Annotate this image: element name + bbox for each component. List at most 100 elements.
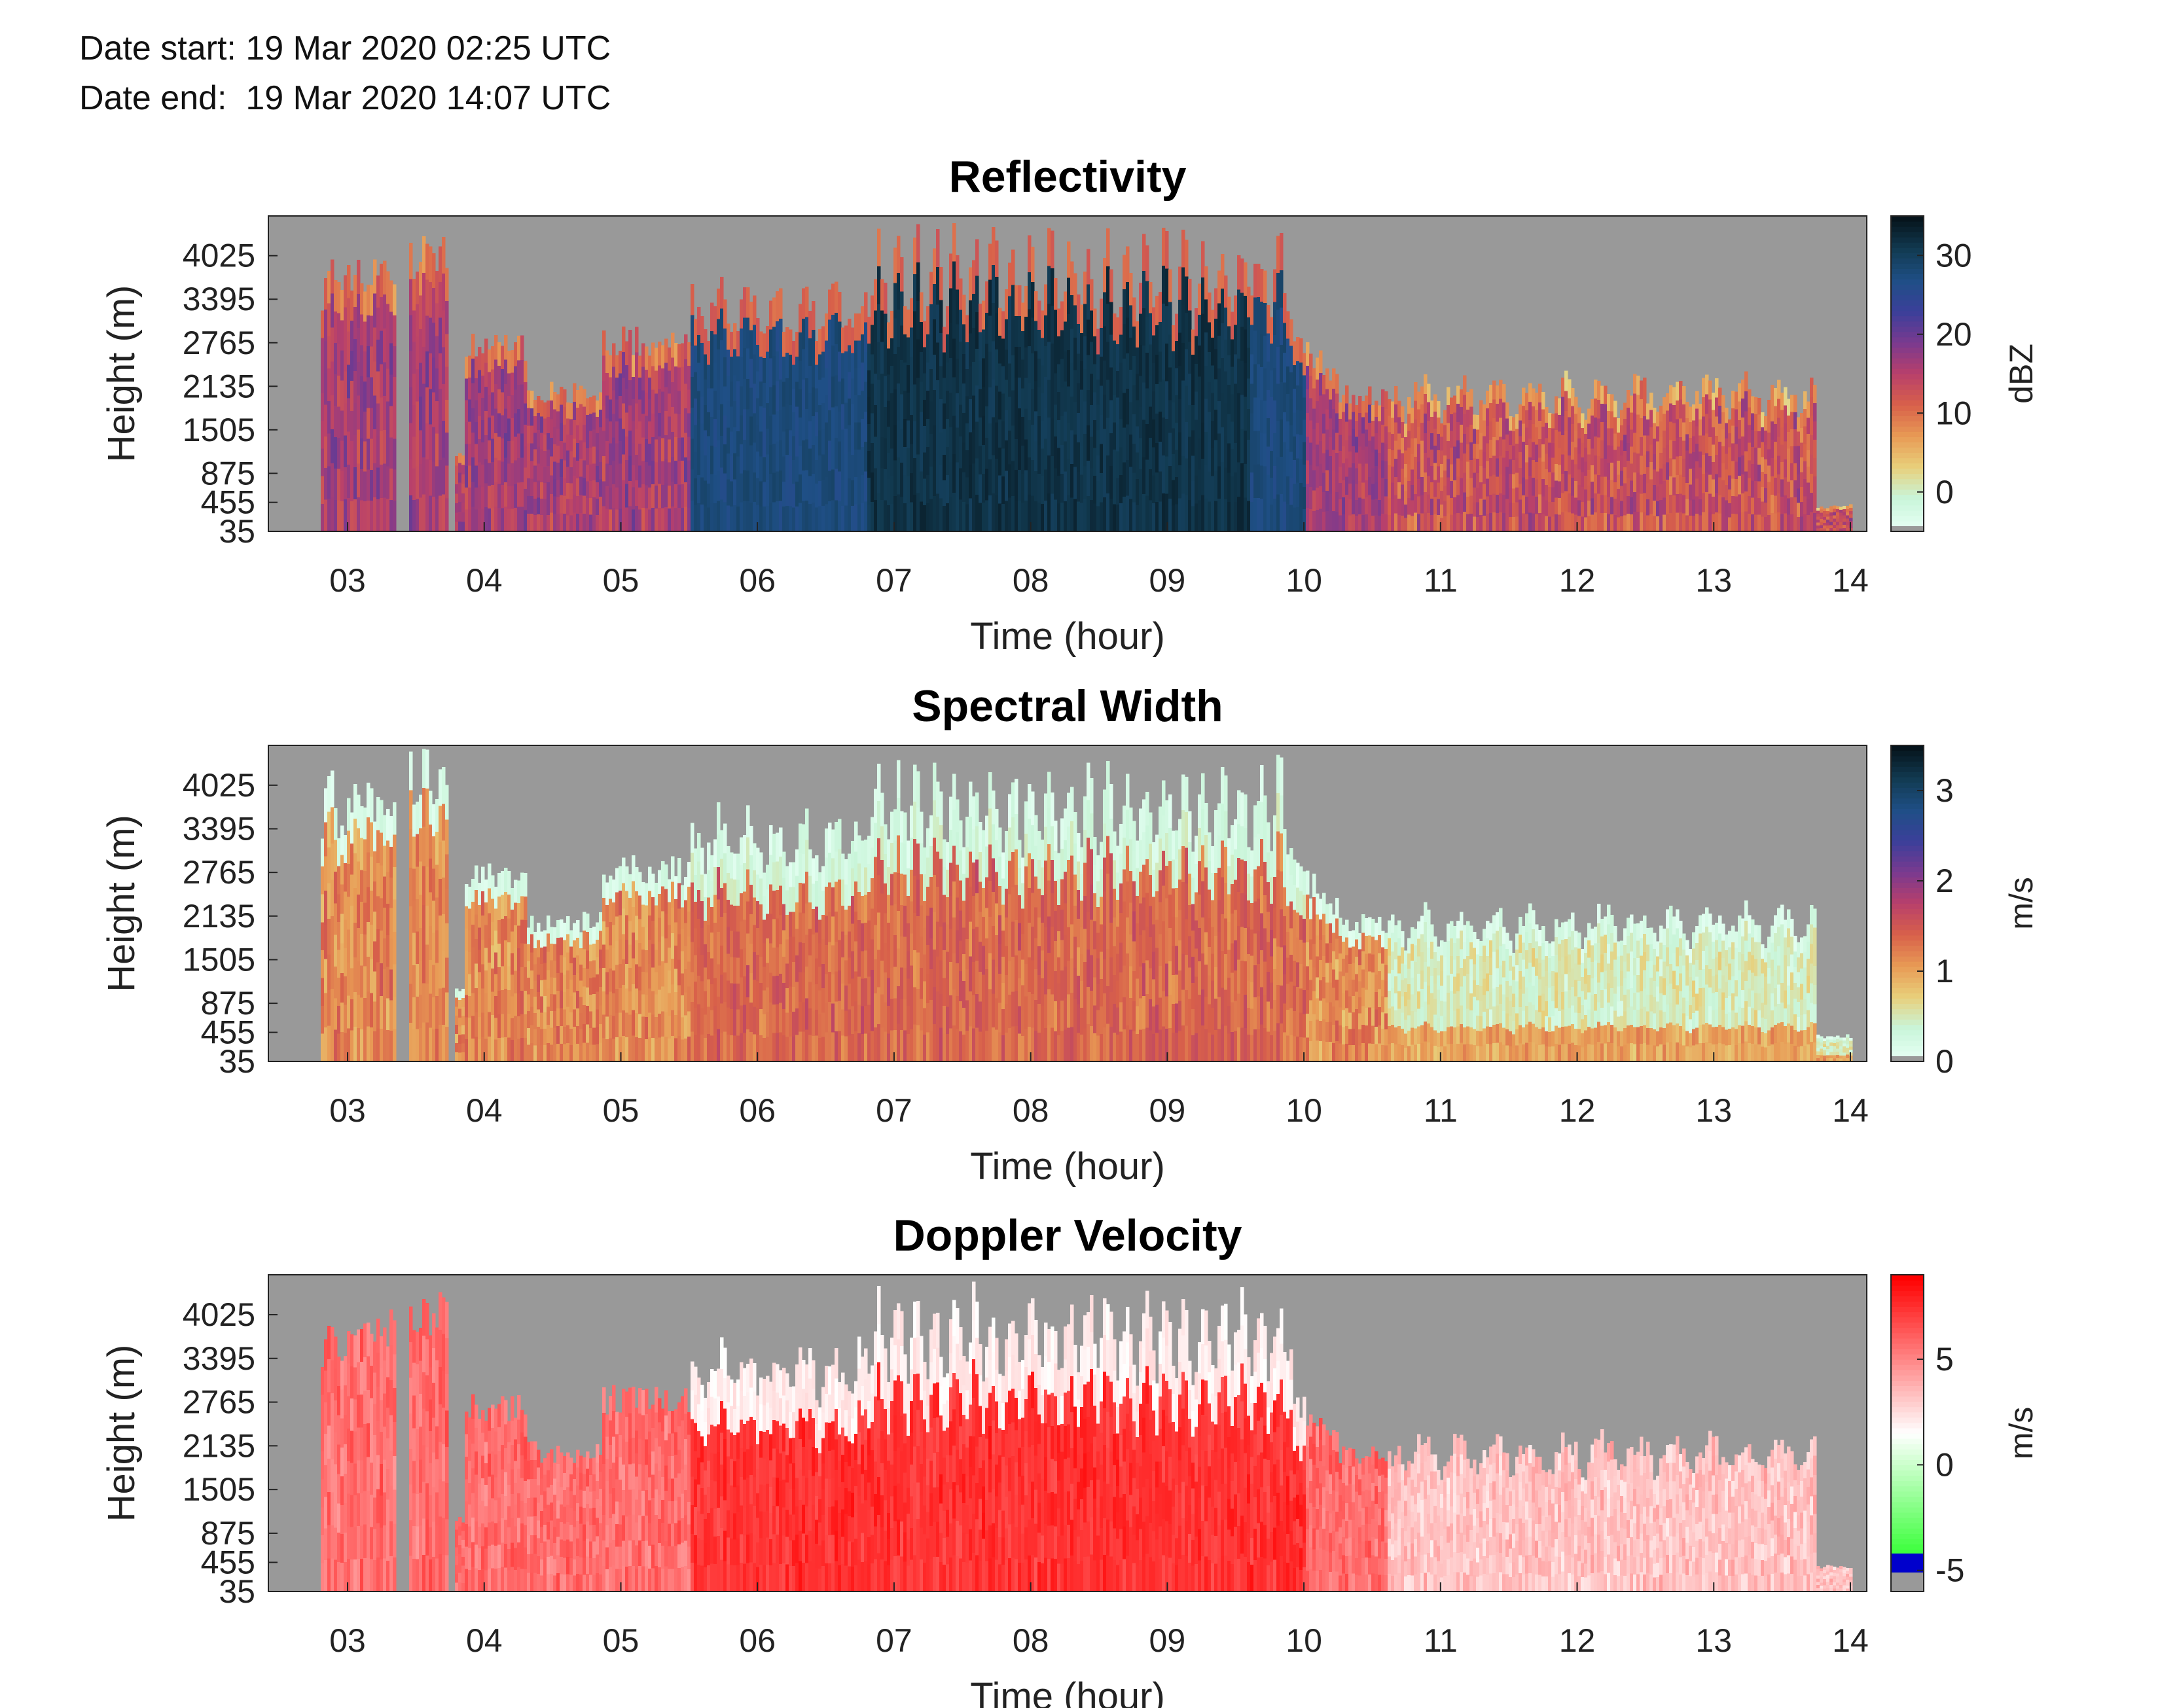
heatmap-cell [563,442,567,461]
heatmap-cell [1070,363,1074,397]
heatmap-cell [501,895,505,919]
heatmap-cell [1067,495,1071,531]
heatmap-cell [943,327,946,353]
heatmap-cell [1378,499,1382,516]
heatmap-cell [704,944,708,968]
heatmap-cell [383,362,387,397]
heatmap-cell [1496,440,1500,459]
heatmap-cell [1028,346,1032,383]
heatmap-cell [556,463,560,480]
heatmap-cell [334,934,338,967]
heatmap-cell [841,455,845,481]
heatmap-cell [769,358,773,387]
heatmap-cell [1519,420,1522,436]
heatmap-cell [514,413,518,437]
heatmap-cell [1260,268,1264,302]
heatmap-cell [887,400,891,427]
heatmap-cell [929,401,933,435]
heatmap-cell [710,1010,714,1036]
heatmap-cell [1692,452,1696,469]
heatmap-cell [1411,423,1414,439]
heatmap-cell [1250,383,1254,414]
heatmap-cell [655,972,658,995]
heatmap-cell [596,922,600,940]
heatmap-cell [926,334,930,363]
heatmap-cell [501,1037,505,1061]
heatmap-cell [1751,463,1755,481]
heatmap-cell [677,959,681,986]
heatmap-cell [1496,495,1500,514]
heatmap-cell [340,914,344,944]
heatmap-cell [553,961,557,978]
heatmap-cell [1224,499,1228,531]
heatmap-cell [1810,397,1814,416]
heatmap-cell [458,991,462,1001]
heatmap-cell [1741,474,1745,493]
heatmap-cell [1358,429,1362,447]
heatmap-cell [1610,463,1614,480]
heatmap-cell [468,974,472,996]
heatmap-cell [749,387,753,417]
heatmap-cell [1293,436,1297,461]
heatmap-cell [1162,455,1166,494]
heatmap-cell [1522,495,1526,514]
heatmap-cell [615,377,619,400]
heatmap-cell [429,858,433,893]
heatmap-cell [1607,393,1611,412]
heatmap-cell [504,1037,508,1061]
heatmap-cell [432,1029,436,1061]
heatmap-cell [1784,405,1788,423]
heatmap-cell [697,363,701,391]
heatmap-cell [1263,335,1267,368]
heatmap-cell [1312,510,1316,531]
heatmap-cell [1839,509,1843,513]
heatmap-cell [363,966,367,999]
heatmap-cell [1119,419,1123,448]
heatmap-cell [799,1002,802,1032]
heatmap-cell [576,955,580,973]
colorbar-swatch [1891,226,1924,232]
heatmap-cell [782,456,786,482]
heatmap-cell [507,942,511,967]
heatmap-cell [671,856,675,882]
heatmap-cell [776,471,780,502]
heatmap-cell [802,379,806,410]
heatmap-cell [1299,483,1303,508]
heatmap-cell [560,513,564,531]
heatmap-cell [461,1025,465,1035]
heatmap-cell [501,918,505,943]
heatmap-cell [661,345,665,368]
heatmap-cell [1568,398,1572,418]
heatmap-cell [1204,465,1208,499]
heatmap-cell [1296,434,1300,459]
heatmap-cell [687,342,691,366]
heatmap-cell [389,938,393,970]
heatmap-cell [1001,476,1005,504]
heatmap-cell [694,848,698,876]
heatmap-cell [1574,497,1578,515]
heatmap-cell [674,991,678,1016]
heatmap-cell [857,313,861,341]
heatmap-cell [785,939,789,964]
heatmap-cell [1054,373,1058,405]
heatmap-cell [583,406,586,425]
heatmap-cell [671,1035,675,1061]
heatmap-cell [1411,454,1414,470]
heatmap-cell [504,433,508,458]
heatmap-cell [1525,393,1529,411]
heatmap-cell [1044,408,1048,439]
heatmap-cell [1689,500,1693,516]
heatmap-cell [1319,508,1323,531]
heatmap-cell [1515,443,1519,459]
heatmap-cell [1797,417,1801,432]
heatmap-cell [1836,525,1840,529]
heatmap-cell [681,907,685,929]
heatmap-cell [389,343,393,375]
heatmap-cell [619,463,622,487]
heatmap-cell [596,1026,600,1044]
heatmap-cell [1257,330,1261,365]
heatmap-cell [789,329,793,355]
colorbar-swatch [1891,221,1924,227]
heatmap-cell [412,405,416,437]
colorbar-swatch [1891,310,1924,317]
